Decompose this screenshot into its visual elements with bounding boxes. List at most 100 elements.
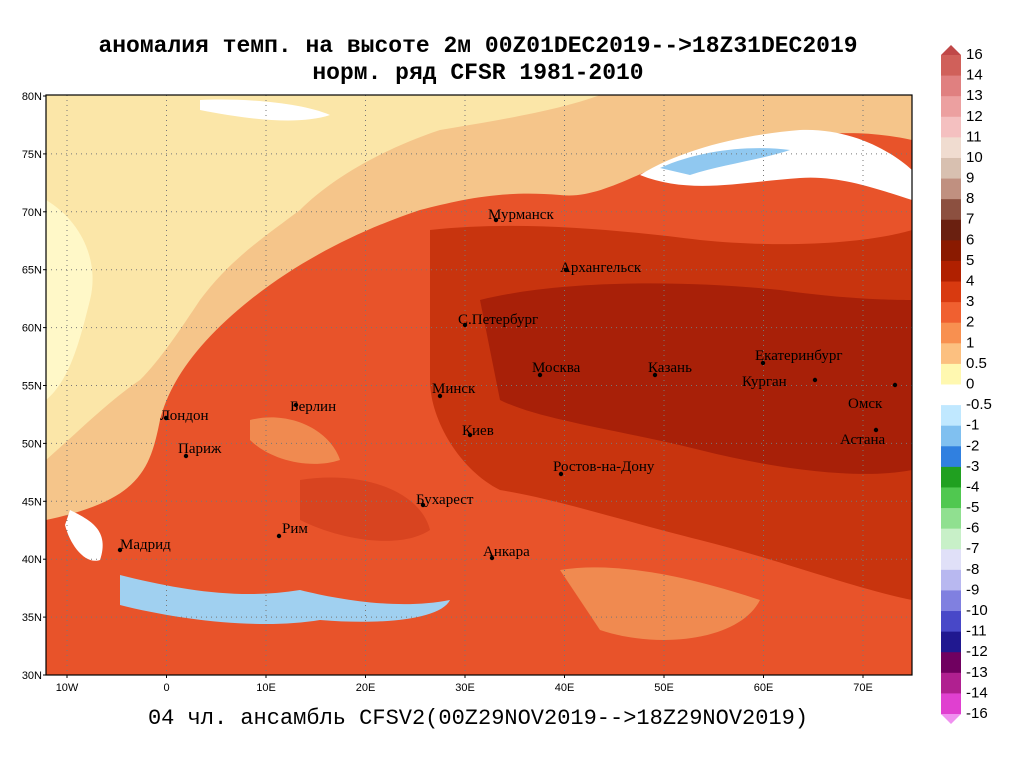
city-dot (117, 547, 123, 553)
colorbar-swatch (941, 549, 961, 571)
colorbar-label: -14 (966, 684, 988, 701)
colorbar-label: -11 (966, 623, 987, 640)
lat-label: 35N (22, 612, 42, 624)
city-label: Омск (848, 396, 883, 412)
city-label: Астана (840, 432, 886, 448)
colorbar-swatch (941, 240, 961, 262)
colorbar-label: -0.5 (966, 396, 992, 413)
city-label: С.Петербург (458, 312, 538, 328)
colorbar-label: 12 (966, 108, 983, 125)
colorbar-swatch (941, 199, 961, 221)
colorbar-swatch (941, 219, 961, 241)
lon-label: 0 (163, 682, 169, 694)
colorbar-swatch (941, 405, 961, 427)
city-dot (467, 432, 473, 438)
city-label: Бухарест (416, 492, 474, 508)
colorbar-swatch (941, 487, 961, 509)
lat-label: 45N (22, 496, 42, 508)
city-label: Ростов-на-Дону (553, 459, 655, 475)
city-label: Архангельск (560, 260, 642, 276)
colorbar-swatch (941, 281, 961, 303)
colorbar-label: -9 (966, 581, 979, 598)
city-dot (293, 402, 299, 408)
lon-label: 50E (654, 682, 674, 694)
city-dot (873, 427, 879, 433)
colorbar-label: 2 (966, 314, 974, 331)
lon-label: 20E (356, 682, 376, 694)
colorbar-swatch (941, 528, 961, 550)
lat-label: 40N (22, 554, 42, 566)
colorbar-swatch (941, 425, 961, 447)
colorbar-label: 0 (966, 375, 974, 392)
city-label: Рим (282, 521, 308, 537)
colorbar-label: -2 (966, 437, 979, 454)
colorbar-label: -16 (966, 705, 988, 722)
lat-label: 50N (22, 438, 42, 450)
city-label: Париж (178, 441, 222, 457)
city-dot (812, 377, 818, 383)
city-label: Мурманск (488, 207, 554, 223)
colorbar-end (941, 45, 961, 55)
colorbar-swatch (941, 322, 961, 344)
colorbar-swatch (941, 343, 961, 365)
colorbar-label: -5 (966, 499, 979, 516)
colorbar-swatch (941, 96, 961, 118)
colorbar-label: -12 (966, 643, 988, 660)
colorbar-label: 8 (966, 190, 974, 207)
colorbar-swatch (941, 611, 961, 633)
colorbar-swatch (941, 446, 961, 468)
colorbar-label: 6 (966, 231, 974, 248)
colorbar-swatch (941, 157, 961, 180)
lat-label: 75N (22, 149, 42, 161)
colorbar-swatch (941, 590, 961, 612)
lon-label: 70E (853, 682, 873, 694)
colorbar-swatch (941, 652, 961, 674)
colorbar-label: 13 (966, 87, 983, 104)
colorbar-swatch (941, 631, 961, 653)
colorbar-swatch (941, 508, 961, 530)
city-dot (437, 393, 443, 399)
colorbar-label: 1 (966, 334, 974, 351)
city-label: Казань (648, 360, 692, 376)
city-label: Екатеринбург (755, 348, 842, 364)
city-dot (558, 471, 564, 477)
colorbar-label: 0.5 (966, 355, 987, 372)
city-label: Курган (742, 374, 787, 390)
city-label: Киев (462, 423, 494, 439)
colorbar-label: 11 (966, 128, 982, 145)
city-dot (892, 382, 898, 388)
colorbar-label: 16 (966, 46, 983, 63)
colorbar-label: -13 (966, 664, 988, 681)
title-line: норм. ряд CFSR 1981-2010 (312, 60, 643, 86)
axis-labels: 80N 75N 70N 65N 60N 55N 50N 45N 40N 35N 30N 10W 0 10E… (22, 91, 873, 694)
city-dot (652, 372, 658, 378)
colorbar-swatch (941, 55, 961, 77)
city-dot (183, 453, 189, 459)
lon-label: 10W (56, 682, 79, 694)
colorbar-label: 7 (966, 211, 974, 228)
colorbar-swatch (941, 693, 961, 715)
lon-label: 30E (455, 682, 475, 694)
colorbar-label: -4 (966, 478, 979, 495)
city-label: Берлин (290, 399, 336, 415)
graticule (46, 95, 912, 675)
colorbar-swatch (941, 384, 961, 406)
colorbar-label: 14 (966, 67, 983, 84)
map-field (46, 95, 912, 675)
lat-label: 30N (22, 670, 42, 682)
colorbar-swatch (941, 466, 961, 488)
colorbar-label: -6 (966, 520, 979, 537)
colorbar-swatch (941, 178, 961, 200)
city-dot (163, 415, 169, 421)
city-label: Анкара (483, 544, 530, 560)
cities: Мурманск Архангельск С.Петербург Москва Каза… (117, 207, 898, 561)
colorbar-label: 3 (966, 293, 974, 310)
lat-label: 65N (22, 265, 42, 277)
colorbar: 16 14 13 12 11 10 9 8 7 6 5 4 3 2 1 0.5 0 -0.5 -1 -2 -3 -4 -5 -… (941, 45, 992, 724)
colorbar-swatch (941, 75, 961, 97)
colorbar-label: -10 (966, 602, 988, 619)
colorbar-label: 4 (966, 273, 974, 290)
city-label: Минск (432, 381, 476, 397)
colorbar-label: -7 (966, 540, 979, 557)
